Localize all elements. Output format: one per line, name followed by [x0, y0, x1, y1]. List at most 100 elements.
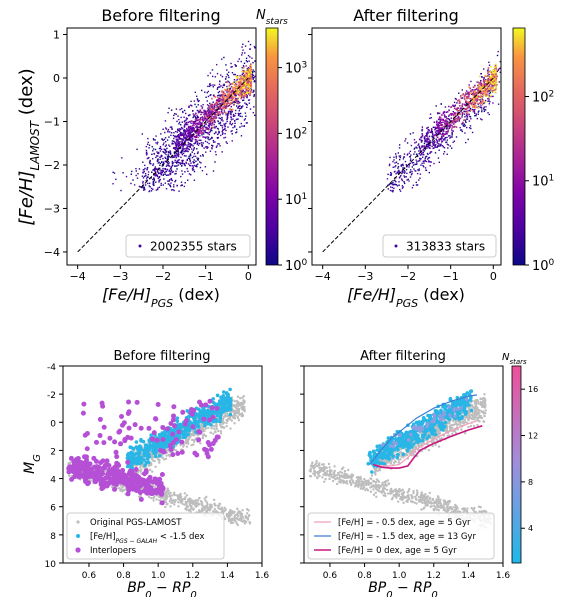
heatmap-cell — [241, 70, 243, 73]
heatmap-cell — [159, 150, 162, 152]
heatmap-cell — [456, 120, 459, 122]
heatmap-cell — [437, 121, 440, 124]
heatmap-cell — [488, 77, 491, 80]
heatmap-cell — [162, 162, 165, 165]
heatmap-cell — [457, 116, 460, 118]
heatmap-cell — [421, 133, 424, 135]
heatmap-cell — [205, 146, 207, 148]
heatmap-cell — [169, 184, 171, 187]
heatmap-cell — [239, 81, 241, 84]
heatmap-cell — [192, 149, 194, 152]
heatmap-cell — [197, 111, 200, 114]
heatmap-cell — [168, 170, 170, 172]
heatmap-cell — [220, 91, 223, 93]
heatmap-cell — [177, 136, 179, 138]
heatmap-cell — [433, 139, 435, 142]
heatmap-cell — [246, 122, 248, 124]
heatmap-cell — [237, 100, 239, 103]
heatmap-cell — [429, 113, 432, 115]
heatmap-cell — [483, 102, 485, 105]
heatmap-cell — [200, 162, 202, 164]
heatmap-cell — [216, 145, 218, 147]
heatmap-cell — [245, 93, 248, 96]
heatmap-cell — [233, 81, 235, 83]
heatmap-cell — [245, 76, 247, 79]
heatmap-cell — [425, 138, 428, 140]
heatmap-cell — [231, 133, 233, 135]
heatmap-cell — [388, 183, 390, 186]
point-original — [154, 465, 157, 468]
heatmap-cell — [175, 138, 178, 141]
heatmap-cell — [486, 93, 489, 96]
heatmap-cell — [476, 106, 478, 108]
heatmap-cell — [460, 111, 462, 113]
heatmap-cell — [397, 162, 399, 165]
heatmap-cell — [167, 164, 170, 166]
heatmap-cell — [143, 175, 146, 178]
y-ticks: 10−1−2−3−4 — [44, 29, 67, 259]
heatmap-cell — [173, 156, 175, 158]
heatmap-cell — [415, 141, 418, 143]
heatmap-cell — [241, 76, 244, 78]
heatmap-cell — [484, 99, 487, 102]
heatmap-cell — [395, 183, 397, 186]
heatmap-cell — [227, 93, 230, 96]
heatmap-cell — [495, 74, 497, 76]
heatmap-cell — [190, 140, 192, 142]
heatmap-cell — [223, 125, 226, 127]
point-original — [212, 498, 216, 502]
heatmap-cell — [160, 173, 162, 175]
heatmap-cell — [212, 126, 215, 129]
point-original — [162, 458, 166, 461]
heatmap-cell — [169, 185, 172, 188]
heatmap-cell — [461, 104, 463, 107]
heatmap-cell — [440, 119, 442, 121]
heatmap-cell — [214, 161, 216, 163]
heatmap-cell — [147, 182, 149, 185]
heatmap-cell — [454, 120, 456, 123]
heatmap-cell — [233, 96, 235, 99]
heatmap-cell — [449, 119, 451, 122]
heatmap-cell — [414, 163, 416, 166]
heatmap-cell — [415, 170, 417, 172]
heatmap-cell — [489, 80, 492, 83]
heatmap-cell — [142, 177, 145, 179]
heatmap-cell — [186, 150, 188, 152]
heatmap-cell — [186, 132, 189, 135]
heatmap-cell — [183, 135, 185, 137]
heatmap-cell — [189, 142, 192, 145]
heatmap-cell — [403, 170, 406, 172]
point-original — [170, 494, 174, 497]
heatmap-cell — [221, 107, 223, 110]
heatmap-cell — [206, 173, 208, 176]
point-original — [179, 495, 183, 498]
heatmap-cell — [253, 94, 255, 97]
heatmap-cell — [165, 128, 168, 130]
heatmap-cell — [216, 111, 219, 113]
heatmap-cell — [174, 161, 176, 163]
heatmap-cell — [459, 117, 461, 120]
heatmap-cell — [173, 148, 176, 150]
heatmap-cell — [493, 80, 496, 82]
heatmap-cell — [473, 85, 476, 88]
heatmap-cell — [427, 145, 430, 147]
colorbar-tick-label: 101 — [285, 192, 307, 208]
heatmap-cell — [188, 173, 191, 175]
heatmap-cell — [425, 134, 427, 137]
heatmap-cell — [434, 128, 436, 131]
heatmap-cell — [230, 91, 232, 94]
heatmap-cell — [488, 95, 491, 97]
heatmap-cell — [228, 104, 231, 106]
heatmap-cell — [183, 142, 185, 144]
heatmap-cell — [234, 122, 236, 124]
heatmap-cell — [223, 107, 226, 110]
heatmap-cell — [213, 105, 216, 107]
heatmap-cell — [179, 137, 182, 140]
heatmap-cell — [495, 72, 497, 75]
heatmap-cell — [482, 101, 484, 103]
heatmap-cell — [197, 136, 199, 139]
heatmap-cell — [243, 66, 245, 68]
heatmap-cell — [450, 117, 452, 119]
heatmap-cell — [221, 151, 223, 153]
